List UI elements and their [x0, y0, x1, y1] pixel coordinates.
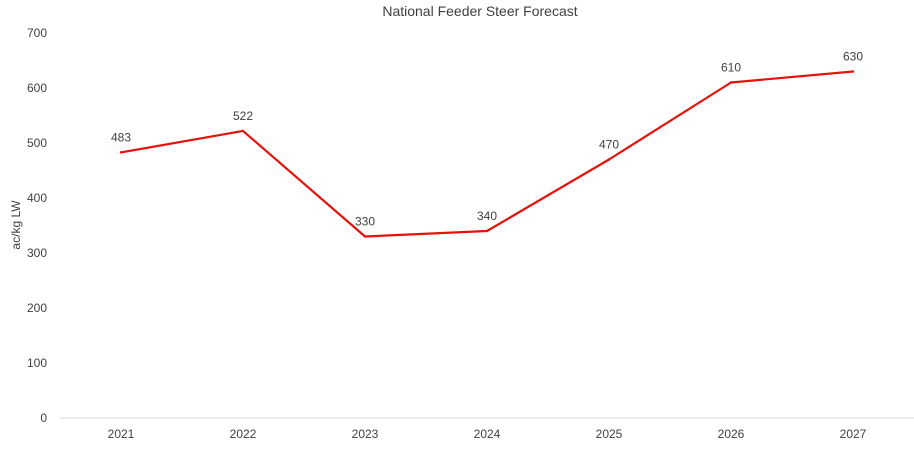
data-label: 630 — [843, 50, 863, 64]
data-label: 483 — [111, 130, 131, 144]
data-point — [241, 129, 245, 133]
series-lines — [119, 70, 855, 238]
x-tick-label: 2022 — [230, 427, 257, 441]
data-point — [363, 235, 367, 238]
y-tick-label: 300 — [27, 246, 47, 260]
data-point — [607, 158, 611, 161]
data-label: 610 — [721, 61, 741, 75]
x-tick-label: 2023 — [352, 427, 379, 441]
x-tick-label: 2024 — [474, 427, 501, 441]
x-tick-label: 2027 — [840, 427, 867, 441]
y-axis-label: ac/kg LW — [9, 200, 23, 250]
data-point — [851, 70, 855, 73]
y-tick-label: 600 — [27, 81, 47, 95]
data-label: 522 — [233, 109, 253, 123]
data-label: 340 — [477, 209, 497, 223]
data-label: 470 — [599, 138, 619, 152]
x-tick-labels: 2021 2022 2023 2024 2025 2026 2027 — [108, 427, 867, 441]
data-point — [729, 81, 733, 84]
y-tick-label: 0 — [40, 411, 47, 425]
y-tick-label: 100 — [27, 356, 47, 370]
data-point — [119, 151, 123, 154]
y-tick-label: 400 — [27, 191, 47, 205]
y-tick-label: 200 — [27, 301, 47, 315]
chart-title: National Feeder Steer Forecast — [382, 3, 577, 19]
x-tick-label: 2026 — [718, 427, 745, 441]
data-label: 330 — [355, 215, 375, 229]
y-tick-labels: 0 100 200 300 400 500 600 700 — [27, 26, 47, 425]
y-tick-label: 500 — [27, 136, 47, 150]
data-point — [485, 229, 489, 233]
x-tick-label: 2025 — [596, 427, 623, 441]
x-tick-label: 2021 — [108, 427, 135, 441]
y-tick-label: 700 — [27, 26, 47, 40]
data-labels: 483 522 330 340 470 610 630 — [111, 50, 863, 229]
